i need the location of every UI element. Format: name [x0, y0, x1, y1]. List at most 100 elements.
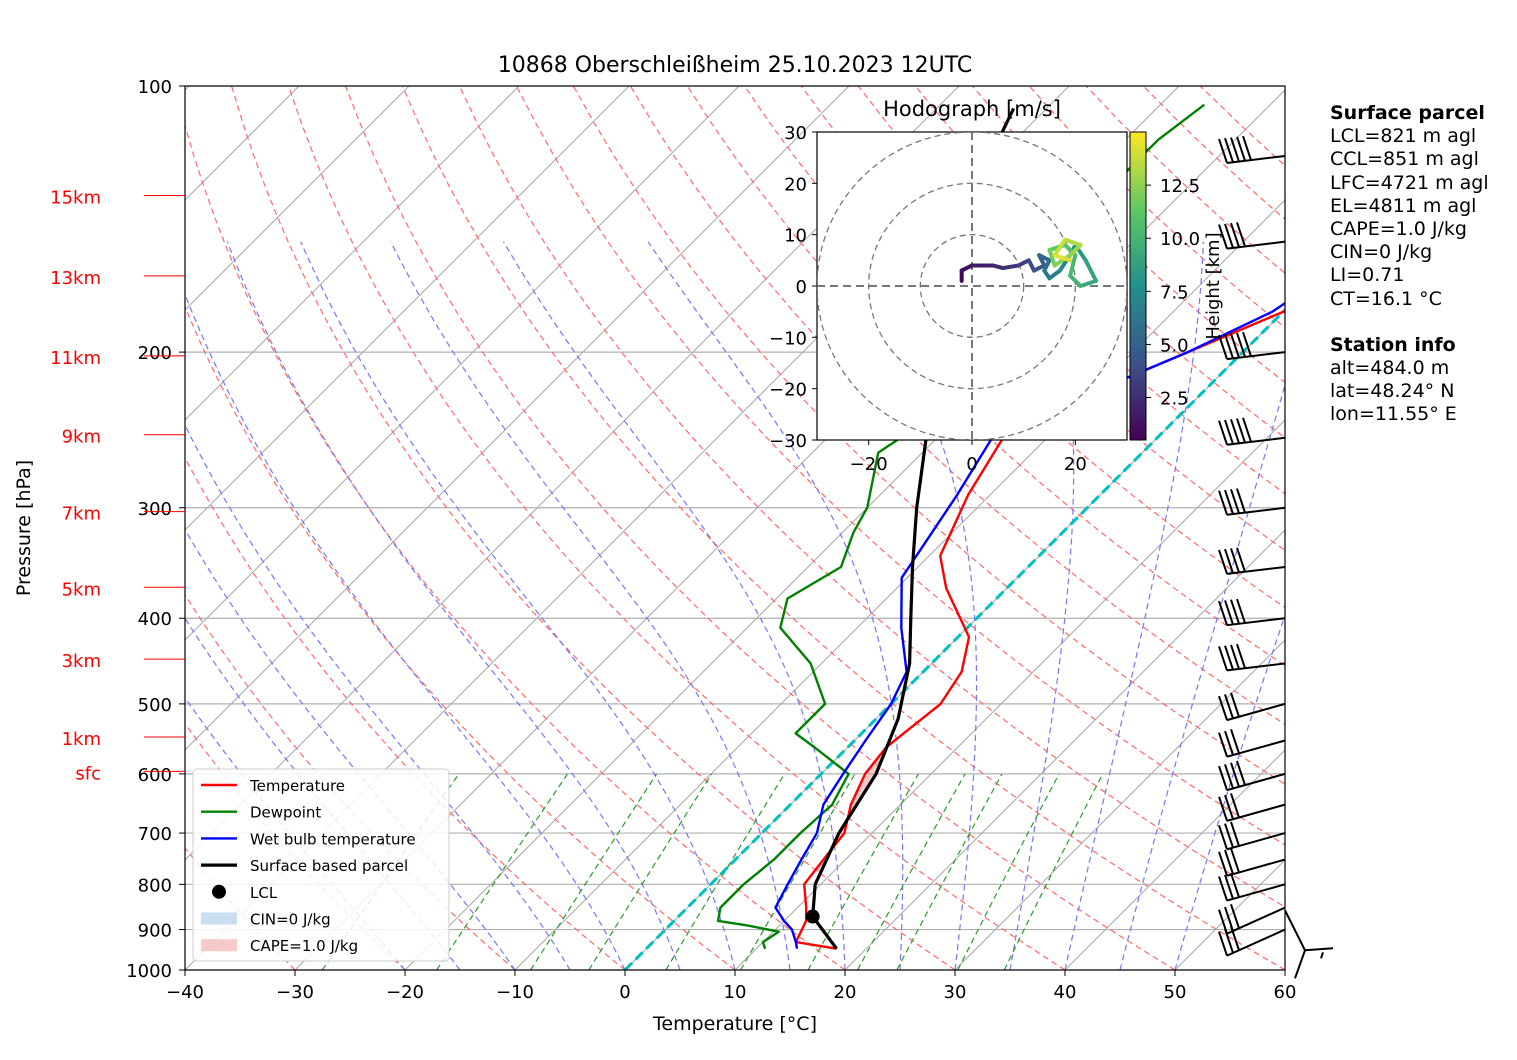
wind-barb-shaft: [1226, 906, 1286, 935]
moist-adiabat: [1009, 241, 1075, 970]
moist-adiabat: [1064, 241, 1204, 970]
wind-barb: [1218, 547, 1286, 575]
y-tick-label: 200: [138, 343, 172, 364]
wind-barb: [1218, 872, 1286, 902]
colorbar-tick-label: 7.5: [1160, 282, 1189, 303]
wind-barb-flag: [1224, 600, 1234, 625]
wind-barb-flag: [1224, 794, 1234, 820]
mixing-ratio-line: [665, 773, 786, 970]
isotherm-gridline: [954, 639, 1285, 970]
mixing-ratio-line: [857, 773, 966, 970]
hodograph-segment: [1083, 258, 1098, 283]
legend-swatch: [212, 884, 226, 899]
surface-parcel-lfc: LFC=4721 m agl: [1330, 171, 1489, 194]
moist-adiabat: [647, 241, 904, 970]
mixing-ratio-line: [588, 773, 713, 970]
legend-label: Surface based parcel: [250, 857, 408, 875]
wind-barb-flag: [1236, 547, 1246, 573]
wind-barb-shaft: [1226, 617, 1286, 627]
wind-barb-shaft: [1226, 858, 1286, 877]
moist-adiabat: [185, 528, 516, 970]
station-info-lat: lat=48.24° N: [1330, 380, 1455, 403]
hodograph-segment: [1052, 253, 1073, 268]
hodograph-segment: [1063, 237, 1083, 247]
wind-barb-flag: [1230, 222, 1240, 248]
wind-barb-flag: [1218, 549, 1228, 575]
wind-barb-shaft: [1226, 436, 1286, 446]
wind-barb-shaft: [1226, 702, 1286, 722]
moist-adiabat: [831, 241, 978, 970]
colorbar-tick-label: 10.0: [1160, 229, 1200, 250]
hodograph-segment: [1001, 263, 1021, 271]
surface-parcel-ct: CT=16.1 °C: [1330, 287, 1442, 310]
hodograph-segment: [1052, 237, 1067, 258]
wind-barb-flag: [1230, 903, 1240, 929]
wind-barb: [1218, 692, 1286, 722]
wind-barb-flag: [1242, 135, 1252, 161]
height-label: 15km: [50, 187, 101, 208]
wind-barb-flag: [1218, 796, 1228, 822]
mixing-ratio-line: [530, 773, 658, 970]
wind-barb: [1284, 909, 1334, 979]
wind-barb-shaft: [1226, 739, 1286, 758]
x-tick-label: −40: [166, 982, 204, 1003]
wind-barb: [1218, 903, 1286, 935]
wind-barb-shaft: [1284, 909, 1306, 951]
height-label: 1km: [62, 729, 101, 750]
wind-barb-shaft: [1226, 772, 1286, 792]
wind-barb: [1218, 729, 1286, 758]
wind-barb-flag: [1230, 848, 1240, 873]
wind-barb-flag: [1218, 765, 1228, 791]
surface-parcel-cin: CIN=0 J/kg: [1330, 241, 1433, 264]
hodograph-plot: [817, 132, 1127, 440]
moist-adiabat: [1174, 613, 1285, 970]
legend-swatch: [201, 912, 237, 925]
colorbar: [1129, 131, 1147, 441]
wind-barb-shaft: [1226, 155, 1286, 164]
wind-barb-flag: [1236, 598, 1246, 624]
colorbar-label: Height [km]: [1203, 232, 1224, 339]
hodograph-segment: [1068, 253, 1078, 278]
wind-barb-flag: [1230, 137, 1240, 162]
wind-barb: [1218, 925, 1286, 957]
wind-barb-flag: [1218, 931, 1228, 956]
isotherm-gridline: [0, 86, 79, 970]
x-axis-label: Temperature [°C]: [652, 1013, 817, 1035]
wind-barb-flag: [1218, 224, 1228, 249]
mixing-ratio-line: [436, 773, 568, 970]
wind-barb-flag: [1218, 420, 1228, 446]
station-info-heading: Station info: [1330, 333, 1456, 356]
station-info-lon: lon=11.55° E: [1330, 403, 1457, 426]
wind-barb-flag: [1236, 136, 1246, 162]
lcl-marker: [805, 909, 820, 924]
wind-barb-flag: [1242, 331, 1252, 357]
colorbar-tick-label: 5.0: [1160, 335, 1189, 356]
wind-barb: [1218, 222, 1286, 250]
wind-barb: [1218, 821, 1286, 851]
height-label: sfc: [75, 763, 101, 784]
wind-barb-flag: [1236, 418, 1246, 443]
x-tick-label: 30: [944, 982, 967, 1003]
hodograph-y-tick-label: 10: [784, 226, 807, 247]
wind-barb-flag: [1304, 947, 1334, 952]
wind-barb-flag: [1230, 488, 1240, 514]
wind-barb-shaft: [1226, 240, 1286, 250]
hodograph-x-tick-label: −20: [850, 454, 888, 475]
legend-label: LCL: [250, 884, 278, 902]
wind-barb-flag: [1236, 760, 1246, 786]
wind-barb-flag: [1230, 548, 1240, 573]
wind-barb: [1218, 331, 1286, 361]
wind-barb-flag: [1230, 793, 1240, 818]
wind-barb: [1218, 760, 1286, 792]
wind-barb-flag: [1236, 643, 1246, 669]
hodograph-segment: [1047, 268, 1062, 281]
wind-barb: [1218, 643, 1286, 672]
moist-adiabat: [502, 241, 846, 970]
surface-parcel-lcl: LCL=821 m agl: [1330, 125, 1477, 148]
dry-adiabat: [288, 86, 1066, 970]
legend-label: CIN=0 J/kg: [250, 911, 331, 929]
height-label: 7km: [62, 504, 101, 525]
wind-barb: [1218, 417, 1286, 446]
wind-barb-flag: [1224, 548, 1234, 574]
